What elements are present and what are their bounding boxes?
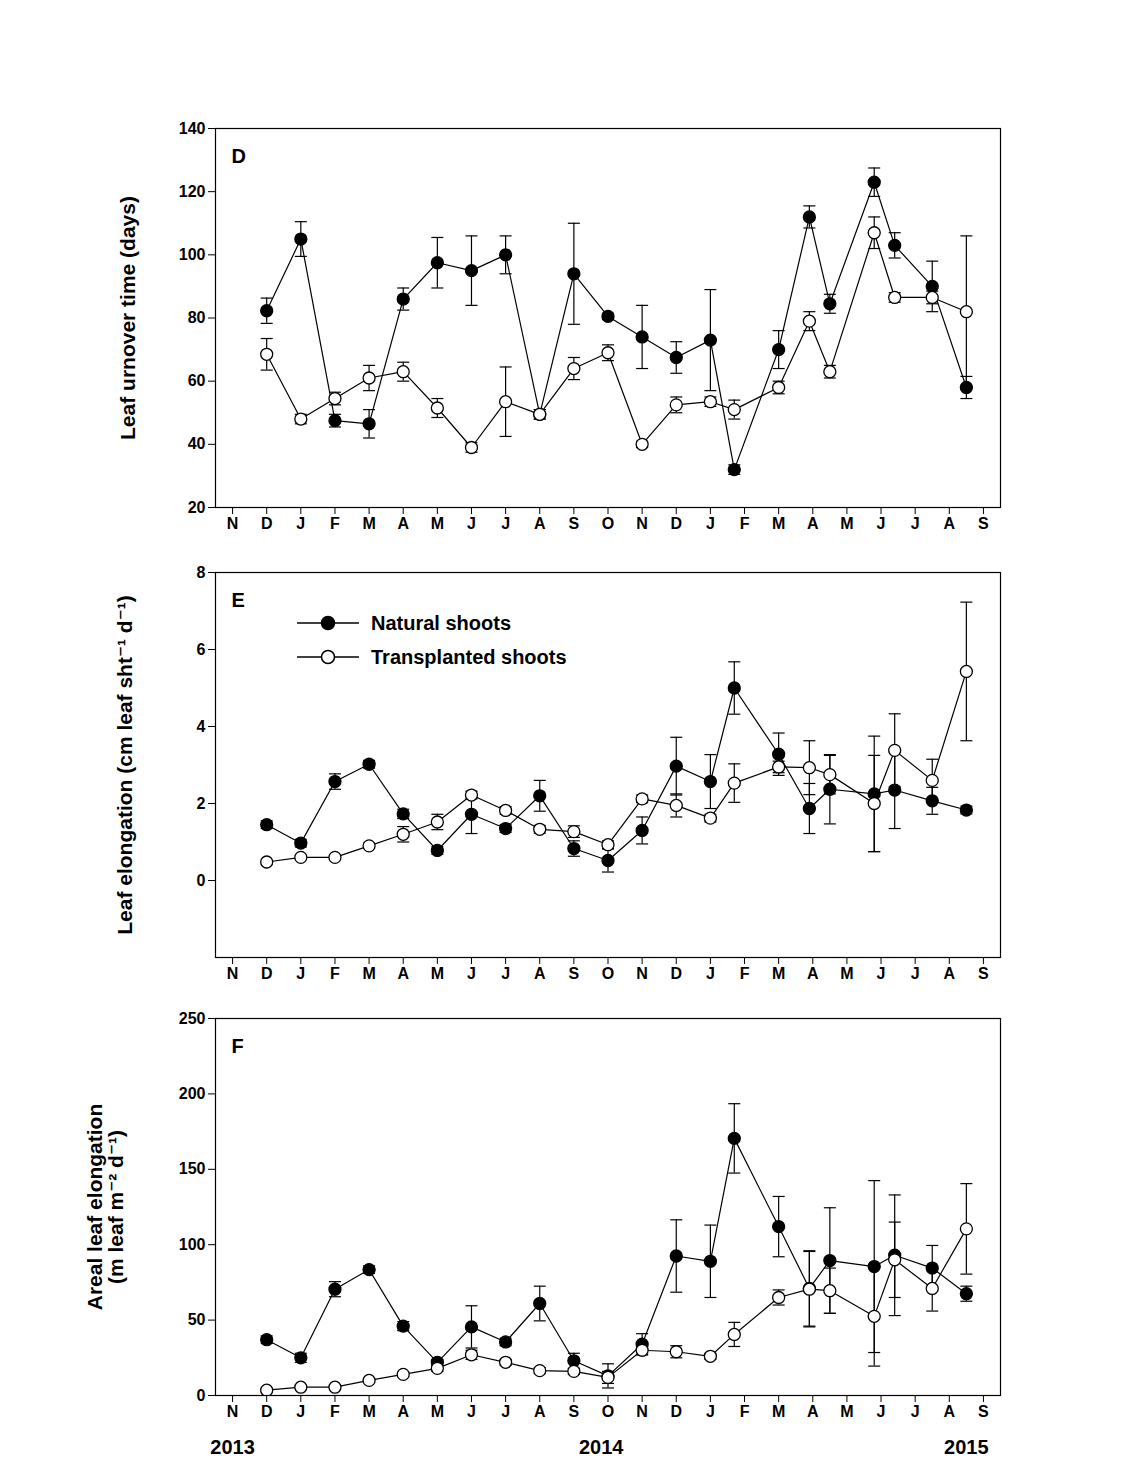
- svg-text:N: N: [227, 515, 239, 532]
- svg-text:M: M: [772, 515, 785, 532]
- svg-text:S: S: [569, 1403, 580, 1420]
- svg-text:J: J: [877, 1403, 886, 1420]
- svg-text:D: D: [232, 145, 246, 167]
- html-text:Transplanted shoots: Transplanted shoots: [371, 645, 567, 668]
- svg-text:8: 8: [197, 564, 206, 581]
- svg-text:N: N: [636, 515, 648, 532]
- svg-text:J: J: [296, 1403, 305, 1420]
- svg-text:250: 250: [179, 1010, 206, 1027]
- svg-text:Leaf elongation (cm leaf sht⁻¹: Leaf elongation (cm leaf sht⁻¹ d⁻¹): [113, 595, 136, 935]
- svg-text:40: 40: [188, 435, 206, 452]
- svg-text:80: 80: [188, 309, 206, 326]
- svg-text:2014: 2014: [579, 1436, 624, 1458]
- svg-text:J: J: [296, 515, 305, 532]
- svg-text:20: 20: [188, 499, 206, 516]
- svg-text:50: 50: [188, 1311, 206, 1328]
- svg-text:O: O: [602, 515, 614, 532]
- svg-text:J: J: [706, 1403, 715, 1420]
- svg-text:J: J: [877, 515, 886, 532]
- svg-text:A: A: [944, 515, 956, 532]
- svg-text:J: J: [877, 965, 886, 982]
- svg-text:S: S: [569, 515, 580, 532]
- svg-text:J: J: [467, 1403, 476, 1420]
- svg-text:O: O: [602, 965, 614, 982]
- svg-text:Areal leaf elongation(m leaf m: Areal leaf elongation(m leaf m⁻² d⁻¹): [83, 1104, 127, 1311]
- svg-text:S: S: [978, 515, 989, 532]
- svg-text:M: M: [362, 965, 375, 982]
- svg-text:150: 150: [179, 1160, 206, 1177]
- svg-text:M: M: [362, 515, 375, 532]
- svg-text:S: S: [978, 1403, 989, 1420]
- svg-text:N: N: [227, 1403, 239, 1420]
- svg-text:D: D: [670, 515, 682, 532]
- svg-text:J: J: [911, 515, 920, 532]
- svg-text:200: 200: [179, 1085, 206, 1102]
- svg-text:M: M: [772, 965, 785, 982]
- svg-text:F: F: [740, 965, 750, 982]
- svg-text:N: N: [636, 1403, 648, 1420]
- svg-text:A: A: [807, 965, 819, 982]
- svg-text:S: S: [569, 965, 580, 982]
- svg-text:D: D: [670, 1403, 682, 1420]
- svg-text:F: F: [740, 1403, 750, 1420]
- svg-text:A: A: [397, 1403, 409, 1420]
- svg-text:140: 140: [179, 120, 206, 137]
- svg-text:F: F: [330, 1403, 340, 1420]
- svg-text:E: E: [232, 589, 245, 611]
- svg-text:J: J: [467, 515, 476, 532]
- svg-text:4: 4: [197, 718, 206, 735]
- svg-text:A: A: [397, 515, 409, 532]
- svg-text:M: M: [431, 1403, 444, 1420]
- svg-text:J: J: [296, 965, 305, 982]
- svg-text:J: J: [501, 1403, 510, 1420]
- svg-text:A: A: [944, 1403, 956, 1420]
- svg-text:N: N: [227, 965, 239, 982]
- svg-text:A: A: [807, 1403, 819, 1420]
- svg-text:S: S: [978, 965, 989, 982]
- svg-text:0: 0: [197, 1387, 206, 1404]
- svg-text:M: M: [840, 965, 853, 982]
- svg-text:100: 100: [179, 246, 206, 263]
- svg-text:J: J: [911, 1403, 920, 1420]
- svg-text:M: M: [840, 515, 853, 532]
- svg-text:A: A: [534, 965, 546, 982]
- svg-text:6: 6: [197, 641, 206, 658]
- svg-text:A: A: [397, 965, 409, 982]
- svg-text:O: O: [602, 1403, 614, 1420]
- svg-text:2015: 2015: [944, 1436, 989, 1458]
- svg-text:A: A: [944, 965, 956, 982]
- svg-text:100: 100: [179, 1236, 206, 1253]
- svg-text:J: J: [501, 965, 510, 982]
- svg-text:D: D: [670, 965, 682, 982]
- svg-text:120: 120: [179, 183, 206, 200]
- svg-text:M: M: [840, 1403, 853, 1420]
- svg-text:2013: 2013: [210, 1436, 255, 1458]
- svg-text:A: A: [534, 515, 546, 532]
- svg-text:J: J: [706, 515, 715, 532]
- svg-text:J: J: [467, 965, 476, 982]
- svg-text:M: M: [431, 515, 444, 532]
- svg-text:J: J: [501, 515, 510, 532]
- svg-text:D: D: [261, 965, 273, 982]
- svg-text:J: J: [706, 965, 715, 982]
- svg-text:M: M: [362, 1403, 375, 1420]
- svg-text:Leaf urnover time (days): Leaf urnover time (days): [116, 196, 139, 440]
- html-text:Natural shoots: Natural shoots: [371, 611, 511, 634]
- svg-text:0: 0: [197, 872, 206, 889]
- svg-text:M: M: [431, 965, 444, 982]
- svg-text:A: A: [534, 1403, 546, 1420]
- svg-text:F: F: [740, 515, 750, 532]
- svg-text:D: D: [261, 1403, 273, 1420]
- svg-text:M: M: [772, 1403, 785, 1420]
- svg-text:F: F: [330, 515, 340, 532]
- svg-text:F: F: [232, 1035, 244, 1057]
- svg-text:D: D: [261, 515, 273, 532]
- svg-text:N: N: [636, 965, 648, 982]
- svg-text:A: A: [807, 515, 819, 532]
- svg-text:F: F: [330, 965, 340, 982]
- svg-text:2: 2: [197, 795, 206, 812]
- svg-text:J: J: [911, 965, 920, 982]
- svg-text:60: 60: [188, 372, 206, 389]
